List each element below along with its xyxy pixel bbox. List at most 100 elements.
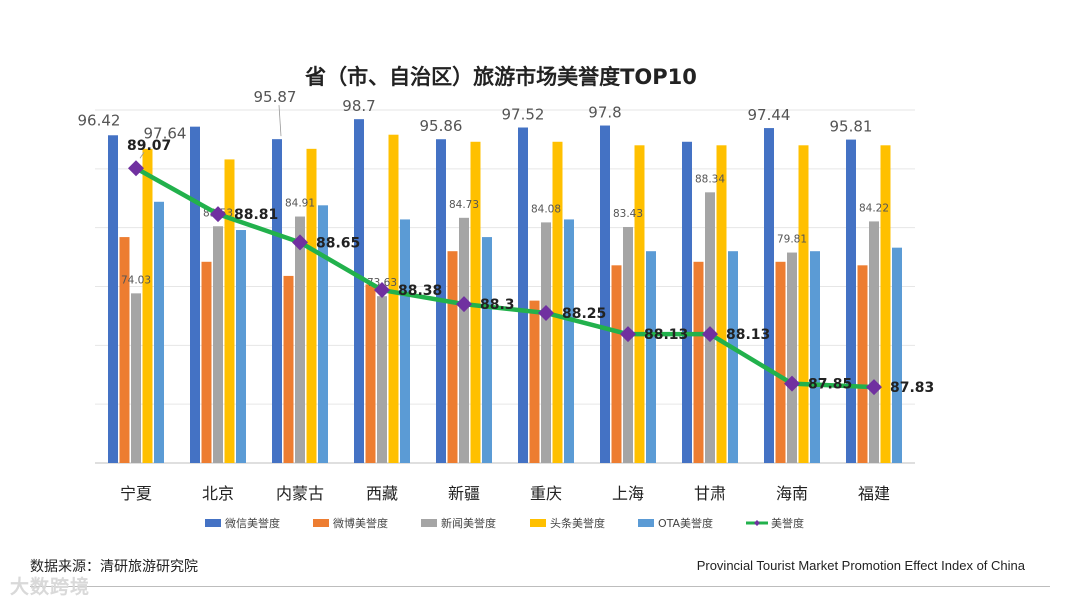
line-value-label: 88.13: [644, 327, 688, 343]
bar-微博美誉度: [283, 275, 294, 463]
wechat-value-label: 97.52: [502, 106, 545, 124]
leader-line: [278, 105, 282, 137]
bar-OTA美誉度: [646, 251, 656, 463]
line-美誉度: [134, 166, 875, 390]
wechat-value-label: 95.86: [420, 117, 463, 135]
bar-OTA美誉度: [236, 230, 246, 463]
line-layer: 89.07 88.81 88.65 88.38 88.3 88.25 88.13 88.13 8…: [127, 138, 934, 396]
news-value-label: 84.22: [859, 202, 889, 214]
legend-swatch: [205, 519, 221, 527]
line-marker: [210, 206, 226, 223]
line-marker: [620, 326, 636, 343]
news-value-label: 84.91: [285, 198, 315, 210]
line-value-label: 88.38: [398, 283, 442, 299]
bar-OTA美誉度: [892, 247, 902, 463]
bar-头条美誉度: [552, 141, 563, 463]
bar-新闻美誉度: [623, 226, 633, 463]
footer-divider: [30, 586, 1050, 587]
news-value-label: 79.81: [777, 234, 807, 246]
legend-swatch: [530, 519, 546, 527]
bar-微信美誉度: [272, 139, 282, 463]
bar-微信美誉度: [190, 126, 200, 464]
category-label: 北京: [202, 484, 234, 503]
category-label: 重庆: [530, 484, 562, 503]
legend-label: OTA美誉度: [658, 516, 713, 530]
bar-OTA美誉度: [154, 201, 164, 463]
bar-头条美誉度: [224, 159, 235, 464]
category-label: 宁夏: [120, 484, 152, 503]
wechat-value-label: 96.42: [78, 111, 121, 129]
line-marker: [538, 304, 554, 321]
bar-微博美誉度: [529, 300, 540, 463]
bar-微博美誉度: [775, 261, 786, 463]
line-value-label: 88.13: [726, 327, 770, 343]
bar-头条美誉度: [142, 148, 153, 463]
wechat-value-label: 97.64: [144, 125, 187, 143]
leader-line: [139, 152, 145, 159]
legend-marker: [754, 520, 760, 526]
data-source: 数据来源：清研旅游研究院: [30, 559, 198, 575]
category-label: 新疆: [448, 484, 480, 503]
category-label: 海南: [776, 484, 808, 503]
category-label: 上海: [612, 484, 644, 503]
line-value-label: 88.81: [234, 207, 278, 223]
bar-微博美誉度: [447, 251, 458, 463]
news-value-label: 88.34: [695, 173, 725, 185]
bar-头条美誉度: [306, 148, 317, 463]
wechat-value-label: 97.8: [588, 104, 621, 122]
category-label: 福建: [858, 484, 890, 503]
category-label: 内蒙古: [276, 484, 324, 503]
line-value-label: 87.85: [808, 377, 852, 393]
bar-OTA美誉度: [318, 205, 328, 463]
bar-微信美誉度: [600, 125, 610, 464]
legend-label: 微博美誉度: [333, 516, 388, 530]
bars: [108, 119, 902, 464]
line-value-label: 88.3: [480, 297, 515, 313]
bar-微博美誉度: [119, 237, 130, 463]
bar-新闻美誉度: [295, 216, 305, 463]
line-marker: [702, 326, 718, 343]
line-value-label: 89.07: [127, 138, 171, 154]
line-marker: [128, 160, 144, 177]
news-value-label: 74.03: [121, 274, 151, 286]
bar-微博美誉度: [365, 284, 376, 463]
line-marker: [866, 379, 882, 396]
bar-微博美誉度: [693, 261, 704, 463]
chart-title: 省（市、自治区）旅游市场美誉度TOP10: [304, 65, 697, 89]
wechat-value-label: 95.81: [830, 118, 873, 136]
bar-新闻美誉度: [787, 252, 797, 463]
bar-微信美誉度: [108, 135, 118, 464]
line-marker: [292, 234, 308, 251]
line-marker: [784, 375, 800, 392]
bar-微信美誉度: [354, 119, 364, 463]
news-value-label: 84.73: [449, 199, 479, 211]
bar-头条美誉度: [388, 134, 399, 463]
legend-label: 头条美誉度: [550, 516, 605, 530]
news-value-label: 84.08: [531, 203, 561, 215]
bar-微信美誉度: [846, 139, 856, 463]
bar-微博美誉度: [611, 265, 622, 463]
bar-新闻美誉度: [377, 296, 387, 463]
bar-OTA美誉度: [482, 237, 492, 463]
bar-头条美誉度: [716, 145, 727, 464]
bar-微信美誉度: [518, 127, 528, 464]
wechat-value-label: 97.44: [748, 106, 791, 124]
legend-label: 微信美誉度: [225, 516, 280, 530]
line-value-label: 88.25: [562, 306, 606, 322]
bar-微信美誉度: [764, 128, 774, 463]
line-value-label: 88.65: [316, 235, 360, 251]
bar-新闻美誉度: [213, 226, 223, 463]
bar-头条美誉度: [798, 145, 809, 464]
line-marker: [456, 296, 472, 313]
bar-微博美誉度: [857, 265, 868, 463]
category-label: 西藏: [366, 484, 398, 503]
bar-头条美誉度: [634, 145, 645, 464]
bar-新闻美誉度: [459, 217, 469, 463]
legend-swatch: [421, 519, 437, 527]
category-label: 甘肃: [694, 484, 726, 503]
bar-微信美誉度: [682, 141, 692, 463]
bar-头条美誉度: [880, 145, 891, 464]
line-marker: [374, 282, 390, 299]
bar-新闻美誉度: [131, 293, 141, 463]
